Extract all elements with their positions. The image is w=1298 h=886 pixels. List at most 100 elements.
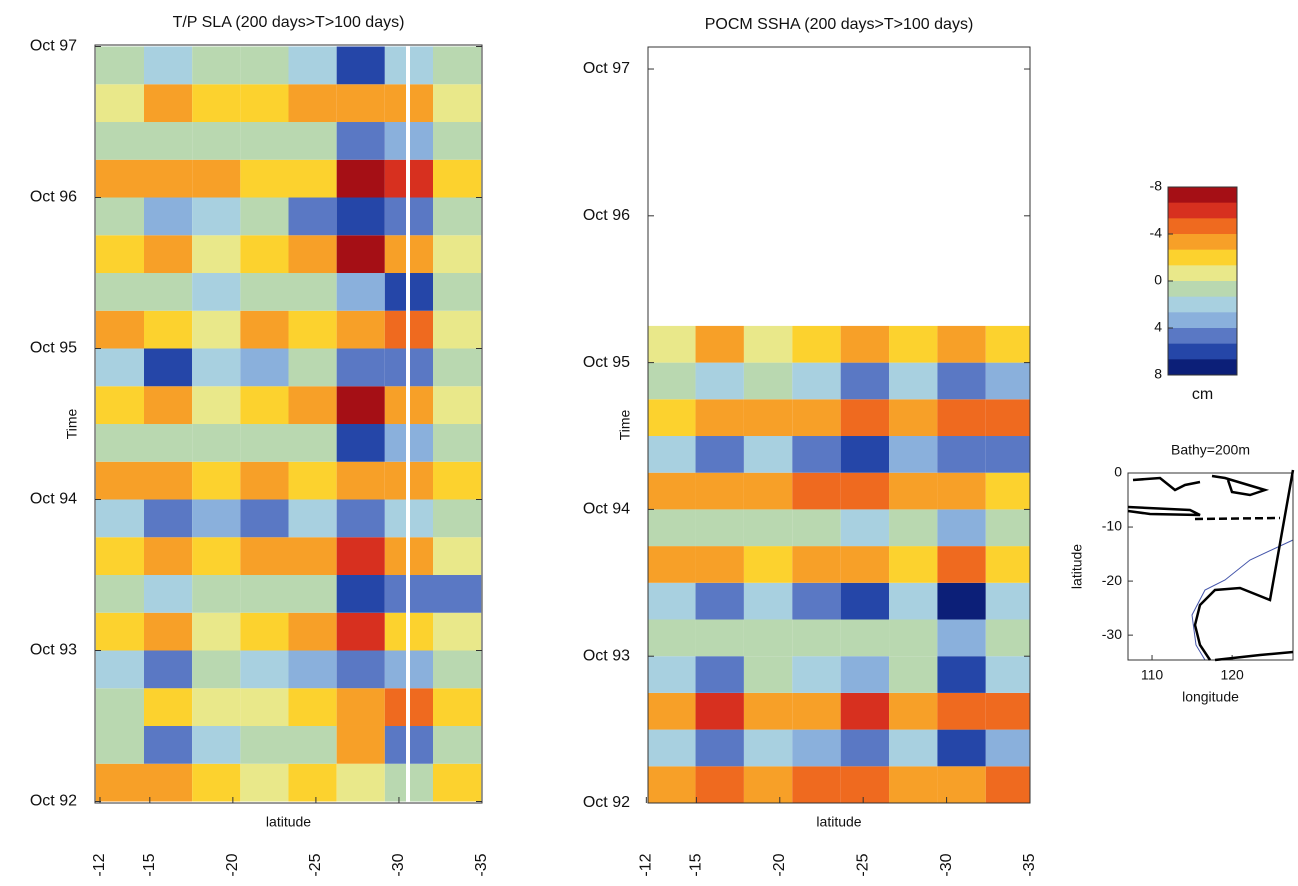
heat-cell (695, 656, 744, 693)
colorbar-step (1168, 296, 1237, 313)
heat-cell (240, 688, 289, 726)
heat-cell (192, 122, 241, 160)
heat-cell (985, 472, 1030, 510)
heat-cell (433, 348, 482, 387)
heat-cell (192, 461, 241, 500)
heat-cell (240, 273, 289, 311)
heat-cell (840, 729, 890, 767)
heat-cell (95, 650, 144, 689)
heat-cell (743, 656, 793, 693)
heat-cell (743, 729, 793, 767)
heat-cell (336, 273, 385, 311)
heat-cell (143, 763, 193, 802)
heat-cell (889, 729, 938, 767)
heat-cell (192, 159, 241, 198)
heat-cell (743, 472, 793, 510)
plot-frame (647, 46, 1031, 804)
heat-cell (937, 766, 986, 803)
heat-cell (937, 362, 986, 400)
heat-cell (240, 386, 289, 424)
x-tick-label: -30 (938, 853, 955, 876)
heat-cell (143, 725, 193, 764)
heat-cell (192, 537, 241, 575)
heat-cell (840, 472, 890, 510)
heat-cell (937, 582, 986, 620)
heat-cell (695, 546, 744, 583)
heat-cell (143, 122, 193, 160)
colorbar-tick-label: -8 (1150, 178, 1163, 194)
heat-cell (336, 159, 385, 198)
heat-cell (240, 348, 289, 387)
heat-cell (937, 546, 986, 583)
heat-cell (792, 656, 841, 693)
heat-cell (336, 424, 385, 462)
heat-cell (433, 235, 482, 274)
heat-cell (792, 692, 841, 730)
heat-cell (288, 348, 337, 387)
heat-cell (648, 325, 696, 363)
heat-cell (143, 574, 193, 613)
y-tick-label: Oct 96 (583, 207, 630, 224)
colorbar-step (1168, 359, 1237, 376)
heat-cell (743, 436, 793, 473)
heat-cell (143, 197, 193, 236)
heat-cell (143, 424, 193, 462)
heat-cell (889, 546, 938, 583)
y-tick-label: Oct 93 (30, 642, 77, 659)
heatmap (648, 325, 1030, 803)
heat-cell (288, 537, 337, 575)
coast-line (1132, 474, 1270, 497)
heat-cell (240, 424, 289, 462)
coast-line (1193, 469, 1295, 662)
coastline (1127, 469, 1295, 662)
heat-cell (792, 546, 841, 583)
heat-cell (889, 619, 938, 657)
heat-cell (240, 537, 289, 575)
heat-cell (192, 688, 241, 726)
heat-cell (985, 509, 1030, 547)
heat-cell (743, 619, 793, 657)
heat-cell (792, 472, 841, 510)
heat-cell (937, 325, 986, 363)
heat-cell (336, 650, 385, 689)
heat-cell (792, 582, 841, 620)
heat-cell (288, 650, 337, 689)
heat-cell (143, 235, 193, 274)
heat-cell (889, 472, 938, 510)
colorbar-step (1168, 234, 1237, 251)
heat-cell (240, 612, 289, 651)
heat-cell (240, 763, 289, 802)
heat-cell (192, 310, 241, 349)
heat-cell (840, 619, 890, 657)
x-axis-label: latitude (266, 814, 311, 830)
y-tick-label: Oct 92 (30, 793, 77, 810)
heat-cell (648, 656, 696, 693)
heat-cell (985, 436, 1030, 473)
y-tick-label: Oct 94 (583, 501, 630, 518)
heat-cell (695, 582, 744, 620)
heat-cell (743, 546, 793, 583)
y-tick-label: 0 (1114, 464, 1122, 480)
heat-cell (336, 725, 385, 764)
heat-cell (143, 310, 193, 349)
map-title: Bathy=200m (1171, 442, 1250, 458)
heat-cell (95, 46, 144, 85)
y-tick-label: -10 (1102, 518, 1122, 534)
y-tick-label: Oct 95 (30, 340, 77, 357)
heat-cell (192, 235, 241, 274)
heat-cell (143, 159, 193, 198)
heat-cell (648, 692, 696, 730)
heat-cell (695, 509, 744, 547)
heat-cell (95, 386, 144, 424)
heat-cell (937, 472, 986, 510)
heat-cell (695, 399, 744, 437)
heatmap (95, 46, 482, 802)
heat-cell (336, 386, 385, 424)
y-axis-label: Time (617, 409, 633, 440)
heat-cell (288, 46, 337, 85)
x-tick-label: -35 (473, 853, 490, 876)
colorbar-step (1168, 218, 1237, 235)
x-tick-label: -30 (390, 853, 407, 876)
heat-cell (433, 499, 482, 538)
heat-cell (433, 159, 482, 198)
